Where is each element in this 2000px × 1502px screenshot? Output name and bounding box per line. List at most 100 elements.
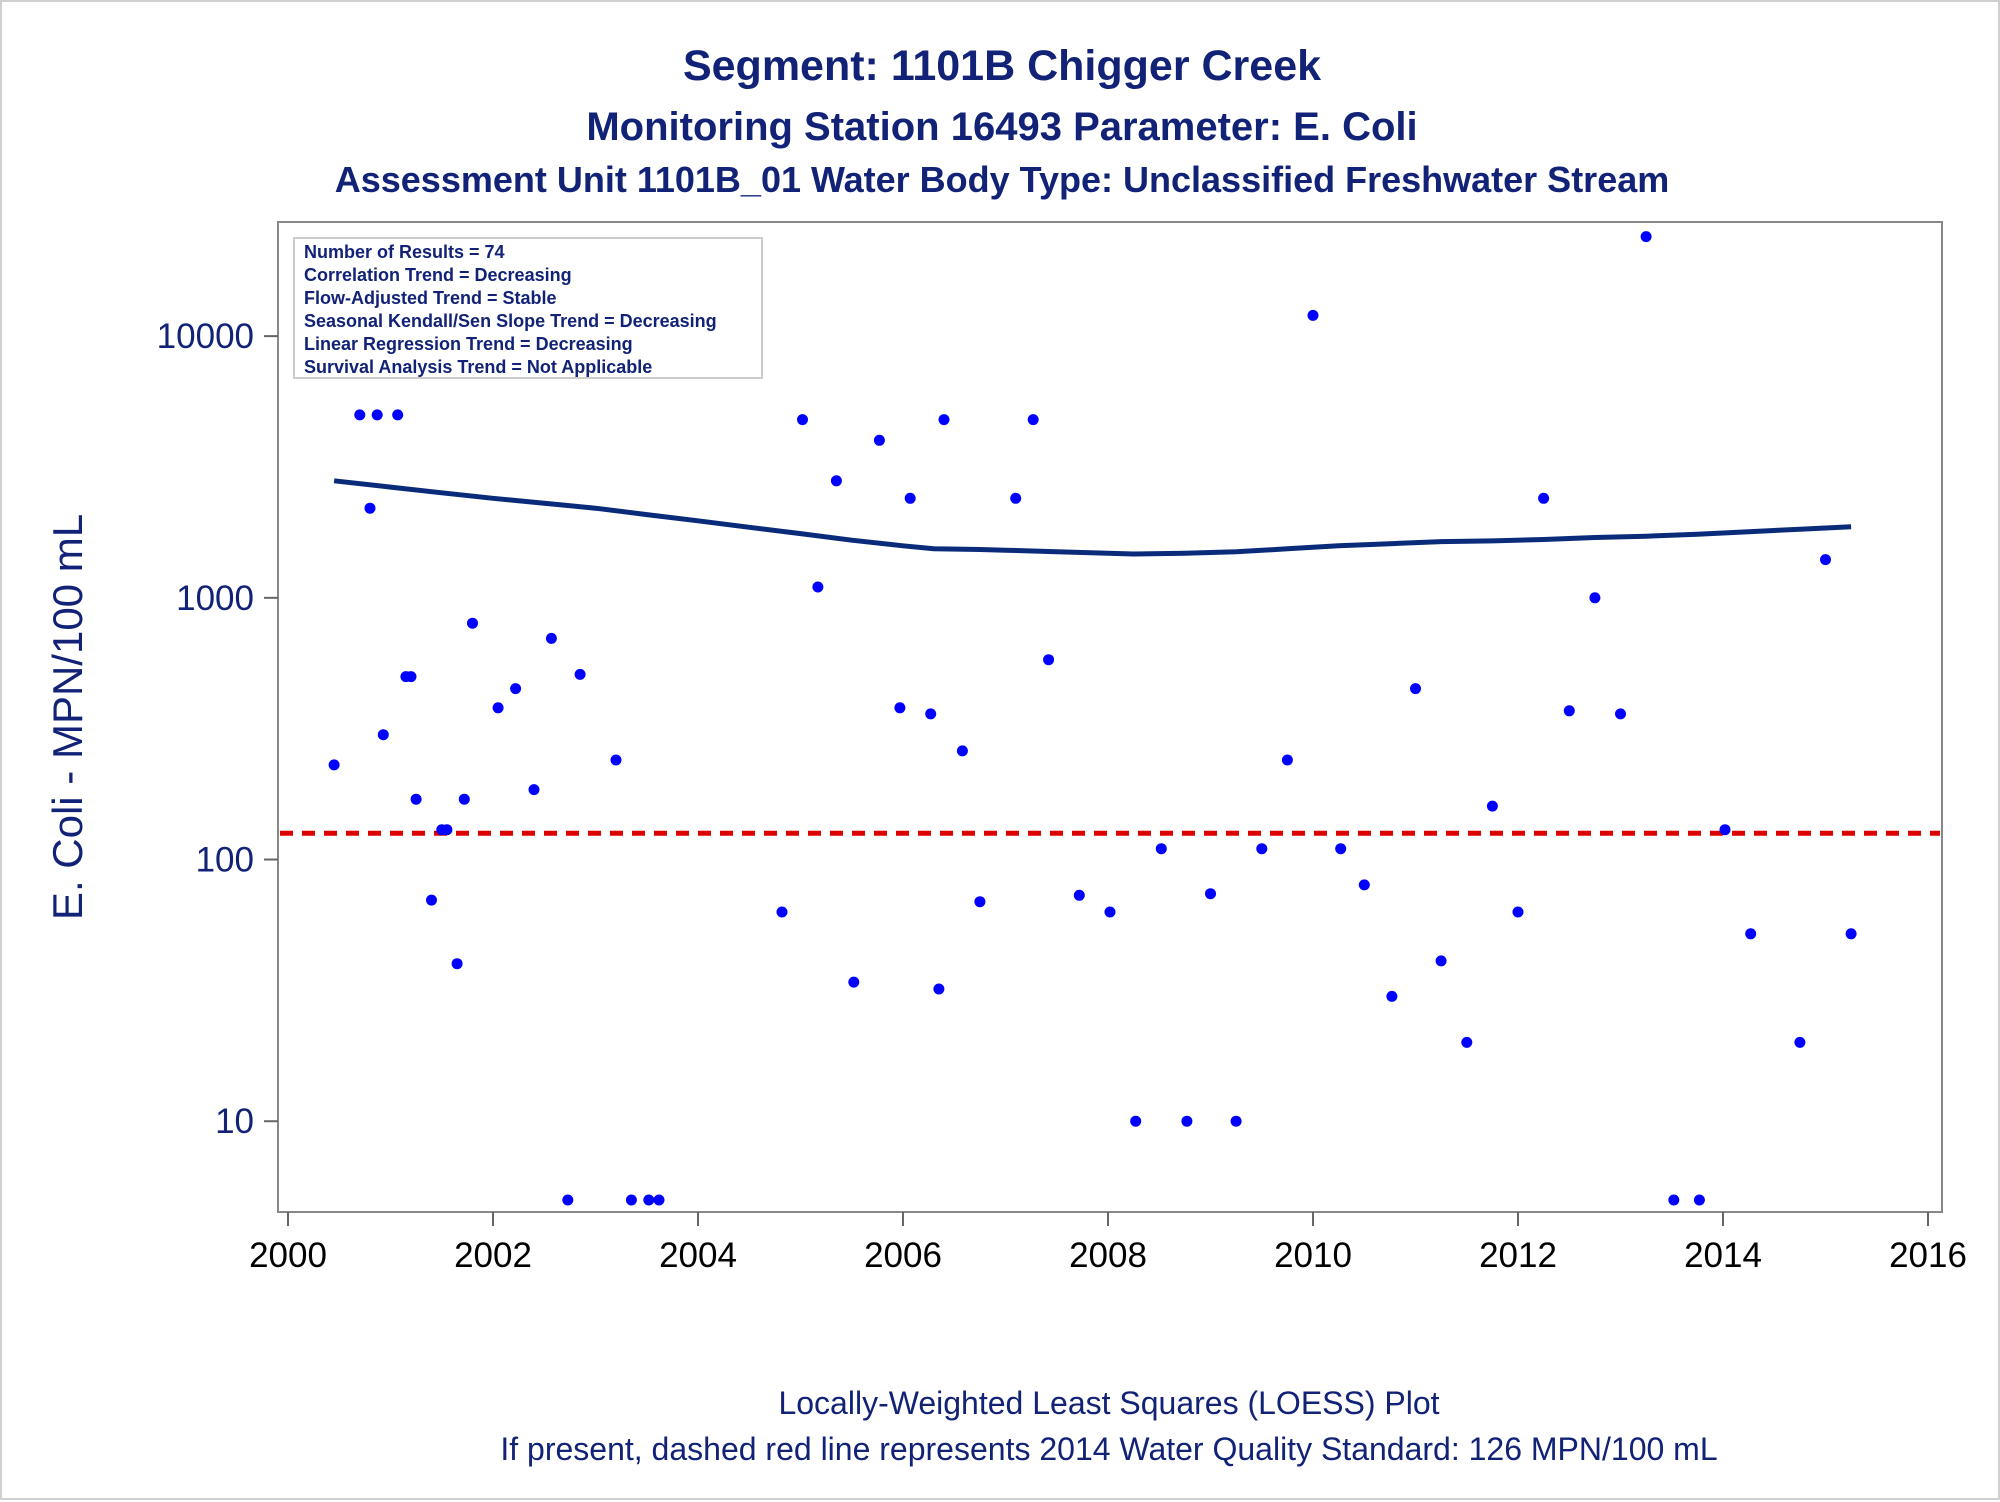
data-point: [1589, 592, 1601, 604]
data-point: [956, 745, 968, 757]
data-point: [392, 409, 404, 421]
data-point: [1181, 1115, 1193, 1127]
stats-line: Seasonal Kendall/Sen Slope Trend = Decre…: [304, 311, 717, 331]
data-point: [574, 668, 586, 680]
data-point: [776, 906, 788, 918]
stats-line: Flow-Adjusted Trend = Stable: [304, 288, 557, 308]
data-point: [1435, 955, 1447, 967]
data-point: [830, 475, 842, 487]
data-point: [933, 983, 945, 995]
data-point: [653, 1194, 665, 1206]
data-point: [848, 976, 860, 988]
data-point: [938, 414, 950, 426]
data-point: [1461, 1036, 1473, 1048]
data-point: [451, 958, 463, 970]
data-point: [1512, 906, 1524, 918]
data-point: [1693, 1194, 1705, 1206]
data-point: [1256, 843, 1268, 855]
data-point: [1104, 906, 1116, 918]
plot-area: [277, 221, 1943, 1213]
data-point: [625, 1194, 637, 1206]
data-point: [467, 617, 478, 629]
x-tick-label: 2014: [1684, 1236, 1762, 1275]
x-axis: 2000 2002 2004 2006 2008 2010 2012 2014 2016: [249, 1212, 1967, 1275]
data-point: [528, 784, 540, 796]
data-point: [1335, 843, 1347, 855]
x-tick-label: 2002: [454, 1236, 532, 1275]
data-point: [492, 702, 504, 714]
data-point: [1073, 889, 1085, 901]
data-point: [328, 759, 340, 771]
stats-line: Linear Regression Trend = Decreasing: [304, 334, 633, 354]
data-point: [1130, 1115, 1142, 1127]
data-point: [458, 793, 470, 805]
data-point: [1307, 309, 1319, 321]
chart-subtitle: Monitoring Station 16493 Parameter: E. C…: [586, 105, 1417, 149]
x-tick-label: 2004: [659, 1236, 737, 1275]
data-point: [1358, 879, 1370, 891]
x-tick-label: 2010: [1274, 1236, 1352, 1275]
data-point: [904, 492, 916, 504]
data-point: [1486, 800, 1498, 812]
data-point: [1640, 231, 1652, 243]
y-tick-label: 10000: [157, 317, 254, 356]
data-point: [545, 632, 557, 644]
x-tick-label: 2012: [1479, 1236, 1557, 1275]
loess-layer: [333, 478, 1852, 557]
data-point: [1386, 990, 1398, 1002]
data-point: [1668, 1194, 1680, 1206]
x-tick-label: 2008: [1069, 1236, 1147, 1275]
data-point: [797, 414, 808, 426]
data-point: [1155, 843, 1167, 855]
data-point: [1010, 492, 1022, 504]
data-point: [405, 671, 417, 683]
data-point: [812, 581, 824, 593]
data-point: [894, 702, 906, 714]
stats-line: Number of Results = 74: [304, 242, 505, 262]
data-point: [1615, 708, 1626, 720]
data-point: [1820, 554, 1831, 566]
data-point: [354, 409, 366, 421]
data-point: [1043, 654, 1055, 666]
data-point: [510, 683, 522, 695]
x-tick-label: 2016: [1889, 1236, 1967, 1275]
stats-line: Correlation Trend = Decreasing: [304, 265, 572, 285]
chart-subtitle-2: Assessment Unit 1101B_01 Water Body Type…: [335, 159, 1670, 200]
y-tick-label: 10: [215, 1102, 254, 1141]
data-point: [873, 434, 885, 446]
data-point: [371, 409, 383, 421]
data-point: [1719, 824, 1731, 836]
data-point: [1794, 1036, 1806, 1048]
data-point: [1205, 888, 1216, 900]
data-point: [364, 502, 376, 514]
data-point: [1410, 683, 1421, 695]
data-point: [974, 896, 986, 908]
data-point: [410, 793, 422, 805]
stats-line: Survival Analysis Trend = Not Applicable: [304, 357, 652, 377]
data-point: [426, 894, 437, 906]
data-point: [610, 754, 622, 766]
stats-box: Number of Results = 74 Correlation Trend…: [293, 237, 763, 379]
data-point: [1845, 928, 1857, 940]
chart-title: Segment: 1101B Chigger Creek: [683, 42, 1321, 90]
data-point: [441, 824, 453, 836]
y-axis-label: E. Coli - MPN/100 mL: [44, 514, 91, 920]
data-point: [562, 1194, 574, 1206]
data-point: [1538, 492, 1550, 504]
data-point: [925, 708, 937, 720]
footnote-standard: If present, dashed red line represents 2…: [500, 1431, 1717, 1467]
data-point: [1230, 1115, 1242, 1127]
data-point: [1027, 414, 1039, 426]
data-point: [643, 1194, 655, 1206]
x-tick-label: 2006: [864, 1236, 942, 1275]
y-tick-label: 1000: [176, 579, 254, 618]
y-axis: 10 100 1000 10000: [157, 317, 278, 1141]
data-point: [377, 729, 389, 741]
footnote-loess: Locally-Weighted Least Squares (LOESS) P…: [778, 1385, 1439, 1421]
loess-curve: [333, 478, 1852, 557]
data-point: [1281, 754, 1293, 766]
data-point: [1563, 705, 1575, 717]
y-tick-label: 100: [196, 841, 254, 880]
